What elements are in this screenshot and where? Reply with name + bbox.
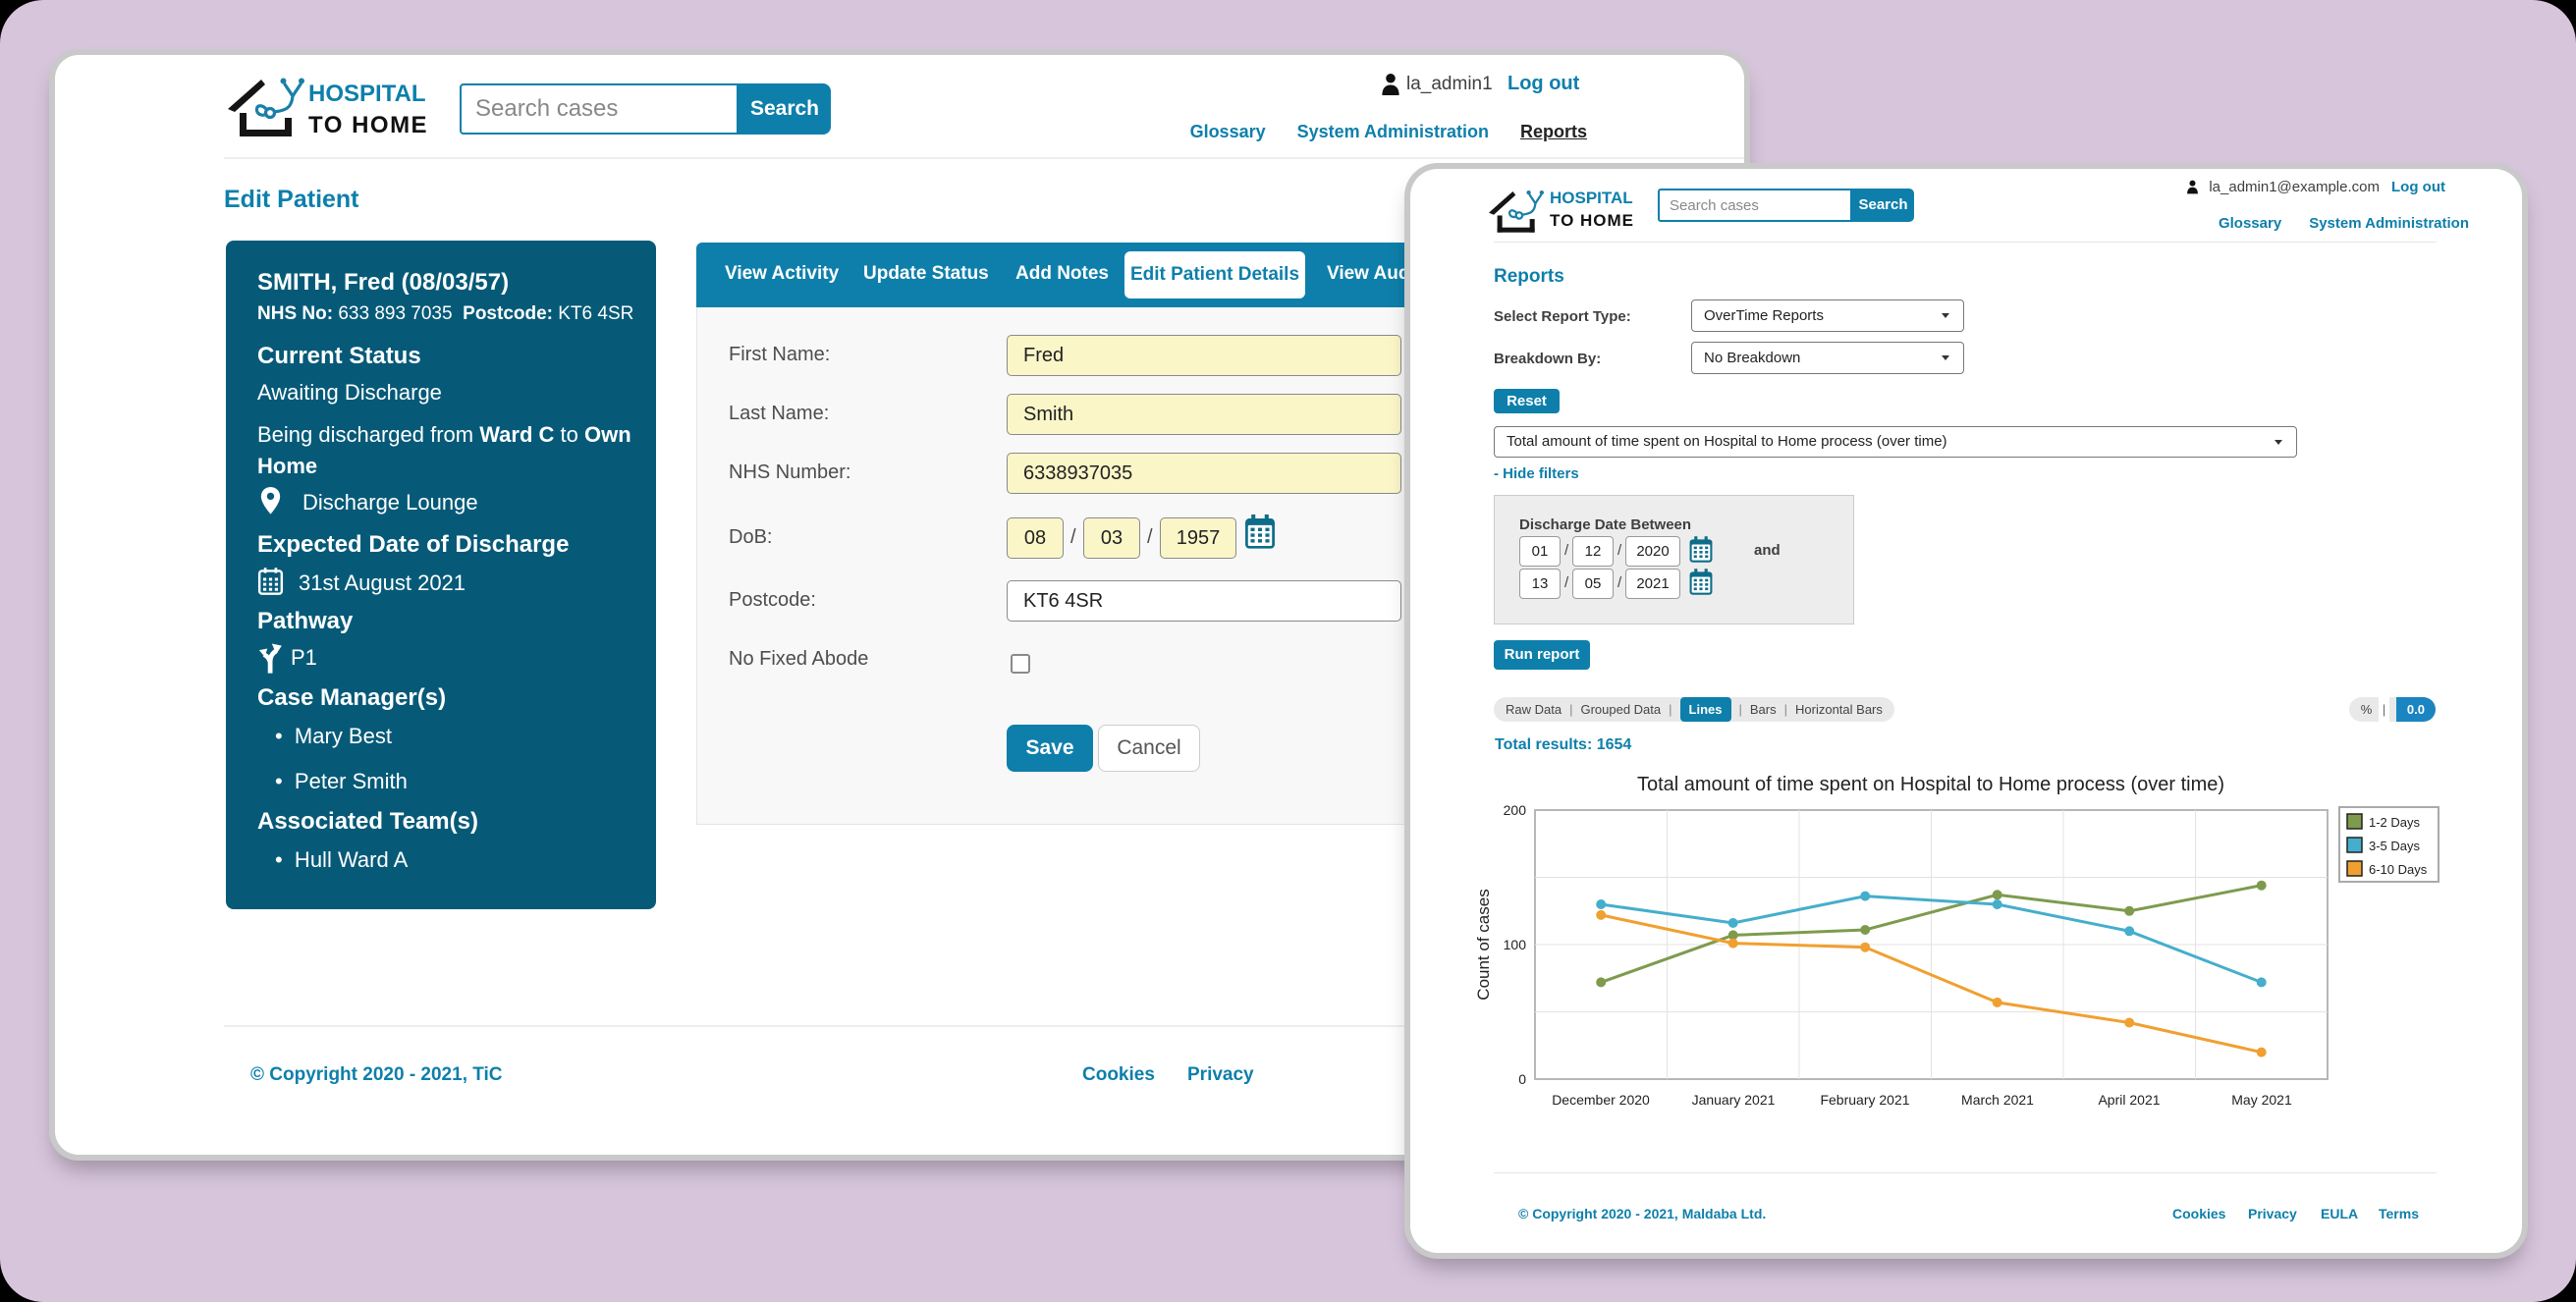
svg-text:3-5 Days: 3-5 Days: [2369, 839, 2421, 853]
svg-text:December 2020: December 2020: [1552, 1092, 1650, 1108]
svg-text:100: 100: [1504, 937, 1527, 952]
svg-text:January 2021: January 2021: [1692, 1092, 1776, 1108]
svg-text:0: 0: [1518, 1071, 1526, 1087]
svg-text:200: 200: [1504, 802, 1527, 818]
svg-text:March 2021: March 2021: [1961, 1092, 2034, 1108]
svg-text:6-10 Days: 6-10 Days: [2369, 862, 2428, 877]
svg-text:April 2021: April 2021: [2098, 1092, 2160, 1108]
svg-text:Total amount of time spent on: Total amount of time spent on Hospital t…: [1637, 774, 2224, 795]
svg-text:Count of cases: Count of cases: [1474, 889, 1493, 1000]
svg-text:1-2 Days: 1-2 Days: [2369, 815, 2421, 830]
svg-text:May 2021: May 2021: [2231, 1092, 2292, 1108]
svg-text:February 2021: February 2021: [1820, 1092, 1909, 1108]
